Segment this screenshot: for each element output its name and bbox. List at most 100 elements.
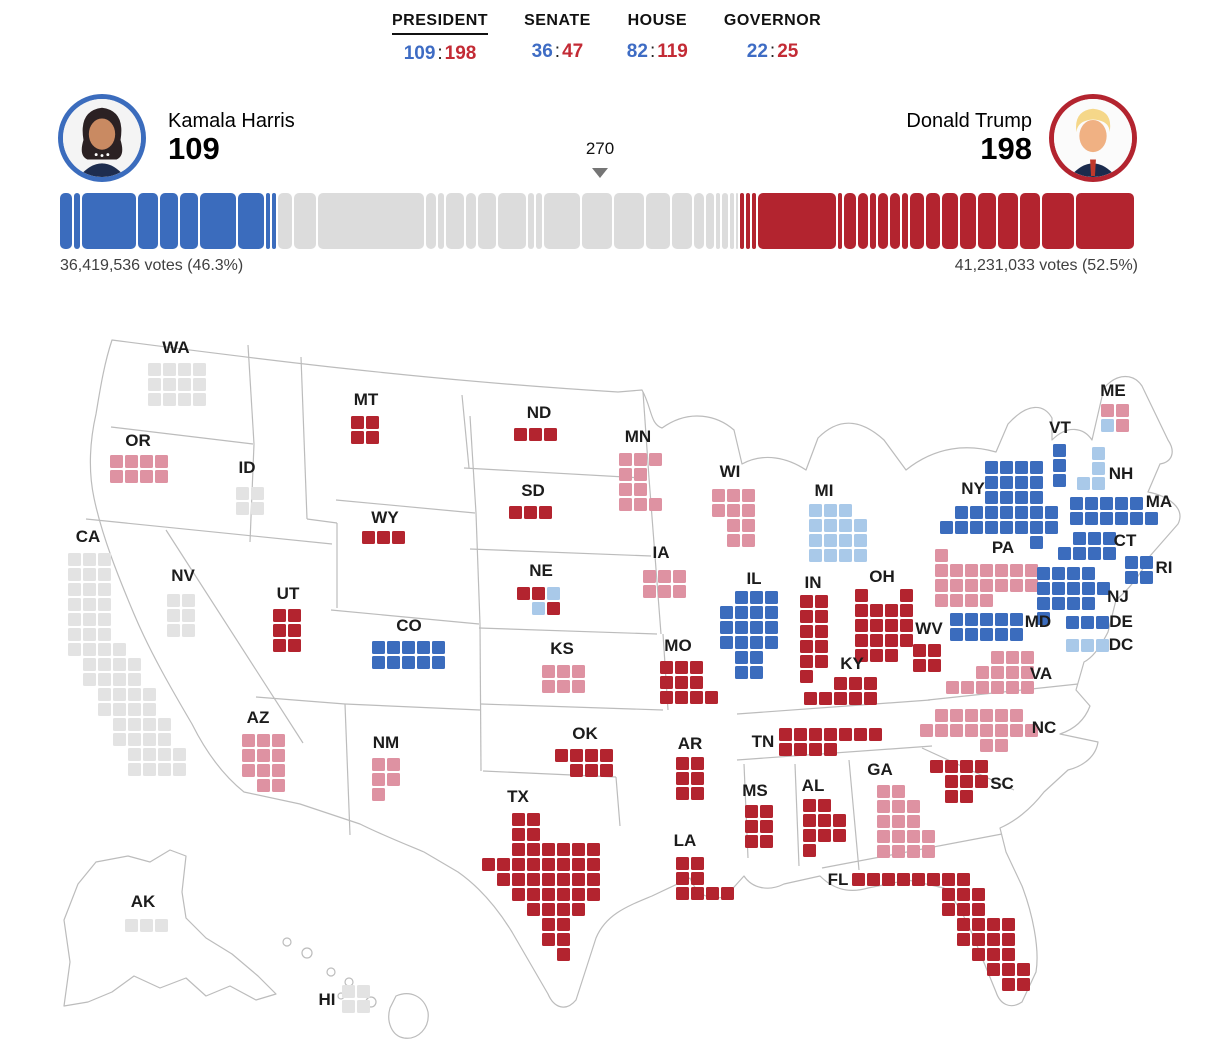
ev-square — [673, 585, 686, 598]
ev-square — [1030, 521, 1043, 534]
ev-bar-segment-HI[interactable] — [722, 193, 728, 249]
ev-square — [676, 857, 689, 870]
ev-bar-segment-NJ[interactable] — [238, 193, 264, 249]
ev-bar-segment-NE[interactable] — [736, 193, 738, 249]
ev-square — [512, 858, 525, 871]
ev-square — [1037, 582, 1050, 595]
ev-bar-segment-MS[interactable] — [878, 193, 888, 249]
ev-bar-segment-WY[interactable] — [746, 193, 750, 249]
ev-square — [527, 888, 540, 901]
state-label-AZ: AZ — [246, 708, 270, 727]
ev-bar-segment-DE[interactable] — [266, 193, 270, 249]
ev-square — [83, 673, 96, 686]
ev-bar-segment-AK[interactable] — [716, 193, 720, 249]
ev-square — [928, 644, 941, 657]
ev-bar-segment-MD[interactable] — [160, 193, 178, 249]
ev-bar-segment-SD[interactable] — [838, 193, 842, 249]
ev-bar-segment-NM[interactable] — [706, 193, 714, 249]
ev-bar-segment-VT[interactable] — [272, 193, 276, 249]
ev-bar-segment-NY[interactable] — [82, 193, 136, 249]
ev-square — [942, 873, 955, 886]
ev-square — [83, 568, 96, 581]
ev-bar-segment-NH[interactable] — [528, 193, 534, 249]
ev-bar-segment-GA[interactable] — [614, 193, 644, 249]
ev-bar-segment-ND[interactable] — [752, 193, 756, 249]
ev-square — [809, 743, 822, 756]
ev-square — [854, 534, 867, 547]
tab-governor[interactable]: GOVERNOR 22:25 — [724, 12, 821, 65]
ev-bar-segment-SC[interactable] — [960, 193, 976, 249]
state-label-WV: WV — [915, 619, 943, 638]
ev-bar-segment-WA[interactable] — [294, 193, 316, 249]
ev-square — [950, 724, 963, 737]
ev-bar-segment-KY[interactable] — [910, 193, 924, 249]
ev-square — [1092, 462, 1105, 475]
ev-bar-segment-CT[interactable] — [60, 193, 72, 249]
ev-bar-segment-CO[interactable] — [180, 193, 198, 249]
ev-bar-segment-AL[interactable] — [942, 193, 958, 249]
ev-square — [706, 887, 719, 900]
ev-bar-segment-VA[interactable] — [646, 193, 670, 249]
ev-bar-segment-ID[interactable] — [438, 193, 444, 249]
ev-bar-segment-OK[interactable] — [844, 193, 856, 249]
ev-bar-segment-AR[interactable] — [858, 193, 868, 249]
ev-bar-segment-MN[interactable] — [446, 193, 464, 249]
ev-square — [143, 748, 156, 761]
ev-square — [675, 676, 688, 689]
ev-bar-segment-FL[interactable] — [1076, 193, 1134, 249]
ev-bar-segment-WV[interactable] — [902, 193, 908, 249]
ev-square — [1085, 512, 1098, 525]
state-label-AR: AR — [677, 734, 703, 753]
ev-bar-segment-NE[interactable] — [740, 193, 744, 249]
ev-bar-segment-TX[interactable] — [758, 193, 836, 249]
ev-square — [1010, 709, 1023, 722]
ev-bar-segment-TN[interactable] — [1020, 193, 1040, 249]
ev-square — [1000, 506, 1013, 519]
ev-bar-segment-MA[interactable] — [138, 193, 158, 249]
ev-square — [945, 790, 958, 803]
ev-bar-segment-ME[interactable] — [536, 193, 542, 249]
ev-square — [242, 764, 255, 777]
ev-square — [985, 491, 998, 504]
ev-square — [1000, 521, 1013, 534]
ev-square — [68, 583, 81, 596]
ev-square — [1077, 477, 1090, 490]
tab-senate[interactable]: SENATE 36:47 — [524, 12, 591, 65]
ev-bar-segment-RI[interactable] — [74, 193, 80, 249]
ev-bar-segment-MO[interactable] — [978, 193, 996, 249]
ev-bar-segment-IL[interactable] — [200, 193, 236, 249]
tab-house[interactable]: HOUSE 82:119 — [627, 12, 688, 65]
ev-square — [1002, 933, 1015, 946]
ev-square — [557, 665, 570, 678]
ev-square — [68, 553, 81, 566]
ev-bar-segment-AZ[interactable] — [672, 193, 692, 249]
ev-square — [945, 760, 958, 773]
ev-square — [143, 763, 156, 776]
ev-square — [1103, 532, 1116, 545]
ev-bar-segment-IA[interactable] — [466, 193, 476, 249]
electoral-vote-bar[interactable] — [60, 193, 1140, 249]
ev-bar-segment-KS[interactable] — [694, 193, 704, 249]
ev-bar-segment-LA[interactable] — [926, 193, 940, 249]
ev-square — [676, 887, 689, 900]
ev-square — [955, 521, 968, 534]
threshold-270-label: 270 — [585, 139, 615, 158]
ev-bar-segment-NC[interactable] — [582, 193, 612, 249]
ev-bar-segment-UT[interactable] — [890, 193, 900, 249]
ev-square — [557, 858, 570, 871]
ev-bar-segment-CA[interactable] — [318, 193, 424, 249]
ev-square — [366, 416, 379, 429]
ev-square — [257, 764, 270, 777]
ev-bar-segment-MI[interactable] — [498, 193, 526, 249]
ev-bar-segment-OH[interactable] — [1042, 193, 1074, 249]
ev-bar-segment-IN[interactable] — [998, 193, 1018, 249]
ev-bar-segment-OR[interactable] — [278, 193, 292, 249]
ev-bar-segment-MT[interactable] — [870, 193, 876, 249]
ev-bar-segment-PA[interactable] — [544, 193, 580, 249]
ev-bar-segment-WI[interactable] — [478, 193, 496, 249]
tab-president[interactable]: PRESIDENT 109:198 — [392, 12, 489, 65]
ev-square — [839, 728, 852, 741]
ev-bar-segment-DC[interactable] — [730, 193, 734, 249]
ev-square — [83, 628, 96, 641]
ev-bar-segment-NV[interactable] — [426, 193, 436, 249]
